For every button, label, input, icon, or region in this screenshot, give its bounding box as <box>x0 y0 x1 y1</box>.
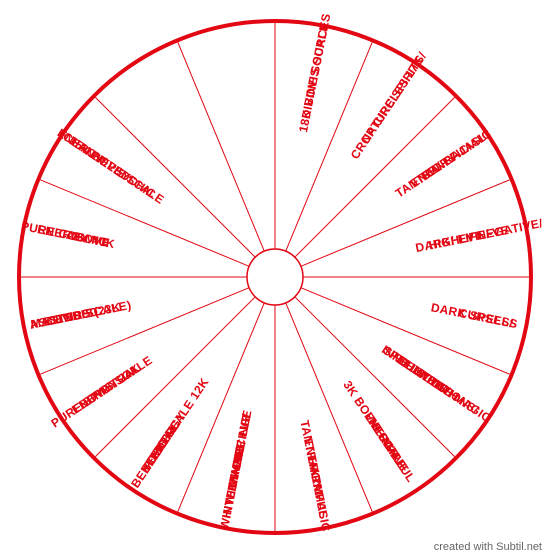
sector-wheel-chart: DIVINE SOURCES18K BOVIS SCALENATURE SPIR… <box>0 0 550 559</box>
canvas: DIVINE SOURCES18K BOVIS SCALENATURE SPIR… <box>0 0 550 559</box>
credit-text: created with Subtil.net <box>434 541 542 553</box>
